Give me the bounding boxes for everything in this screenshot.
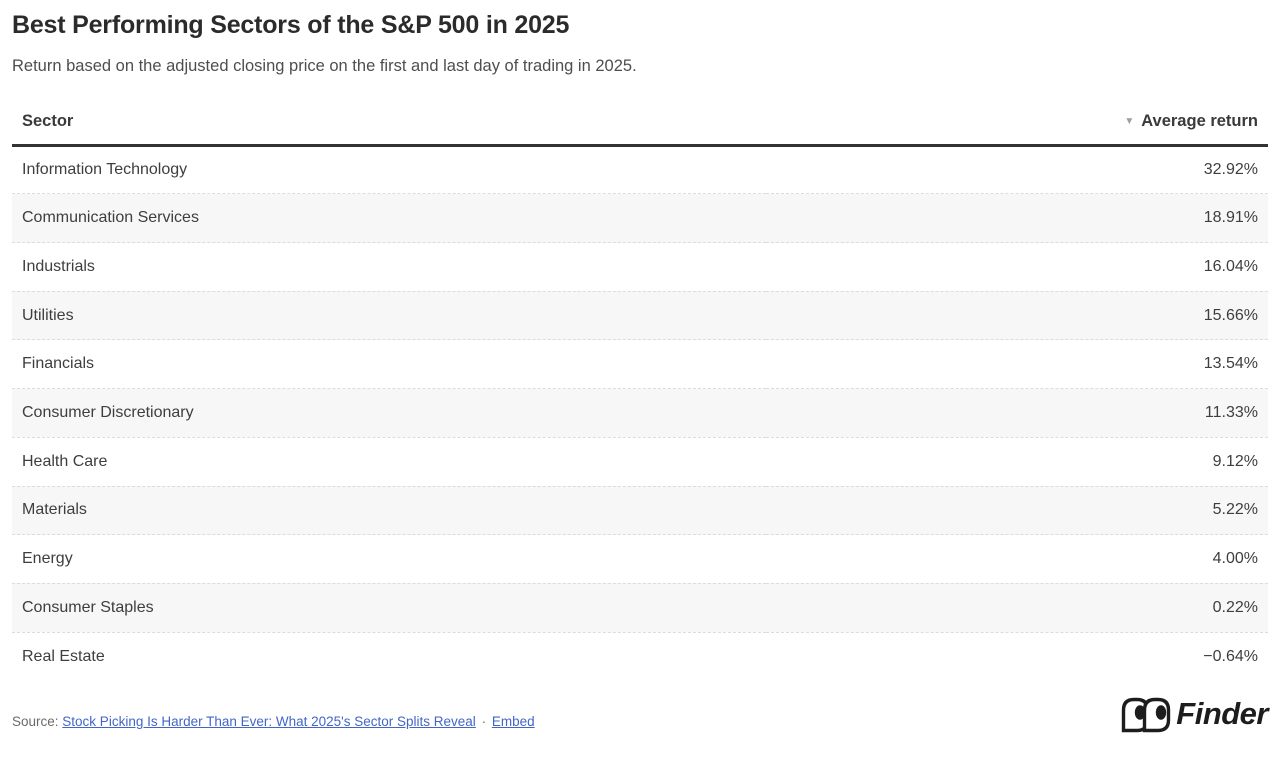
table-row: Materials 5.22%	[12, 485, 1268, 535]
page-subtitle: Return based on the adjusted closing pri…	[12, 57, 637, 76]
separator-dot: ·	[481, 713, 487, 729]
return-cell: 9.12%	[765, 436, 1268, 486]
embed-link[interactable]: Embed	[491, 713, 535, 729]
return-cell: 18.91%	[765, 193, 1268, 243]
table-row: Communication Services 18.91%	[12, 193, 1268, 243]
finder-eyes-icon	[1122, 697, 1171, 732]
table-row: Health Care 9.12%	[12, 436, 1268, 486]
table-row: Real Estate −0.64%	[12, 631, 1268, 681]
return-cell: 4.00%	[765, 534, 1268, 584]
sector-cell: Financials	[12, 339, 766, 389]
sector-returns-table: Sector ▼ Average return Information Techn…	[12, 101, 1268, 681]
table-row: Consumer Staples 0.22%	[12, 582, 1268, 633]
column-header-average-return[interactable]: ▼ Average return	[765, 101, 1268, 147]
sector-cell: Health Care	[12, 436, 766, 486]
sector-cell: Utilities	[12, 290, 766, 340]
finder-logo[interactable]: Finder	[1118, 695, 1268, 735]
return-cell: 32.92%	[1203, 161, 1258, 179]
sector-cell: Communication Services	[12, 193, 766, 243]
sector-cell: Materials	[12, 485, 766, 535]
column-header-sector[interactable]: Sector	[12, 101, 766, 147]
sector-cell: Industrials	[12, 242, 766, 292]
source-link[interactable]: Stock Picking Is Harder Than Ever: What …	[62, 713, 476, 729]
table-body: Information Technology 32.92% Communicat…	[12, 145, 1268, 681]
table-row: Industrials 16.04%	[12, 242, 1268, 292]
table-row: Information Technology 32.92%	[12, 145, 1268, 194]
return-cell: 16.04%	[765, 242, 1268, 292]
column-header-sector-label: Sector	[22, 111, 74, 130]
sort-descending-icon: ▼	[1124, 115, 1135, 127]
table-row: Utilities 15.66%	[12, 290, 1268, 340]
sector-cell: Consumer Discretionary	[12, 388, 766, 438]
sector-cell: Consumer Staples	[12, 582, 766, 633]
source-line: Source: Stock Picking Is Harder Than Eve…	[12, 714, 535, 735]
return-cell: 13.54%	[765, 339, 1268, 389]
return-cell: 5.22%	[765, 485, 1268, 535]
table-header: Sector ▼ Average return	[12, 101, 1268, 147]
return-cell: 15.66%	[765, 290, 1268, 340]
return-cell: 11.33%	[765, 388, 1268, 438]
table-row: Energy 4.00%	[12, 534, 1268, 584]
chart-footer: Source: Stock Picking Is Harder Than Eve…	[12, 695, 1268, 735]
column-header-return-label: Average return	[1141, 111, 1258, 130]
sector-cell: Energy	[12, 534, 766, 584]
return-cell: −0.64%	[765, 631, 1268, 681]
table-row: Consumer Discretionary 11.33%	[12, 388, 1268, 438]
sector-cell: Information Technology	[22, 161, 188, 179]
source-label: Source:	[12, 713, 59, 729]
return-cell: 0.22%	[765, 582, 1268, 633]
table-row: Financials 13.54%	[12, 339, 1268, 389]
chart-container: Best Performing Sectors of the S&P 500 i…	[12, 11, 1268, 735]
sector-cell: Real Estate	[12, 631, 766, 681]
finder-logo-text: Finder	[1176, 696, 1268, 732]
page-title: Best Performing Sectors of the S&P 500 i…	[12, 11, 570, 39]
